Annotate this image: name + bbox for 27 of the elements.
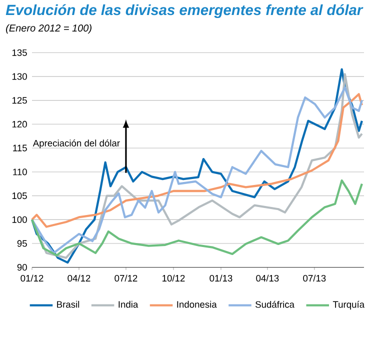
y-tick-label: 110 (13, 168, 27, 176)
x-tick-label: 10/12 (162, 274, 185, 282)
x-tick-label: 04/13 (256, 274, 279, 282)
y-tick-label: 100 (12, 216, 27, 223)
y-tick-label: 130 (12, 73, 27, 80)
legend-label: India (118, 300, 138, 308)
legend-label: Brasil (57, 300, 80, 308)
line-series (30, 179, 364, 256)
y-tick-label: 125 (12, 97, 27, 104)
line-series (30, 93, 364, 228)
chart-title: Evolución de las divisas emergentes frente al dólar (6, 4, 364, 18)
y-tick-label: 105 (12, 192, 27, 200)
legend-label: Sudáfrica (256, 300, 294, 308)
x-tick-label: 07/12 (114, 274, 138, 282)
annotation: Apreciación del dólar (32, 140, 120, 148)
chart-subtitle: (Enero 2012 = 100) (6, 24, 92, 34)
y-tick-label: 120 (12, 120, 27, 128)
y-tick-label: 135 (12, 49, 27, 56)
y-tick-label: 90 (17, 264, 27, 271)
y-tick-label: 95 (17, 240, 27, 247)
legend-label: Turquía (332, 300, 365, 310)
x-tick-label: 04/12 (68, 274, 90, 282)
y-tick-label: 115 (13, 144, 27, 152)
legend-label: Indonesia (177, 300, 217, 308)
x-tick-label: 07/13 (303, 274, 326, 282)
x-tick-label: 01/13 (210, 274, 232, 282)
x-tick-label: 01/12 (20, 274, 44, 282)
